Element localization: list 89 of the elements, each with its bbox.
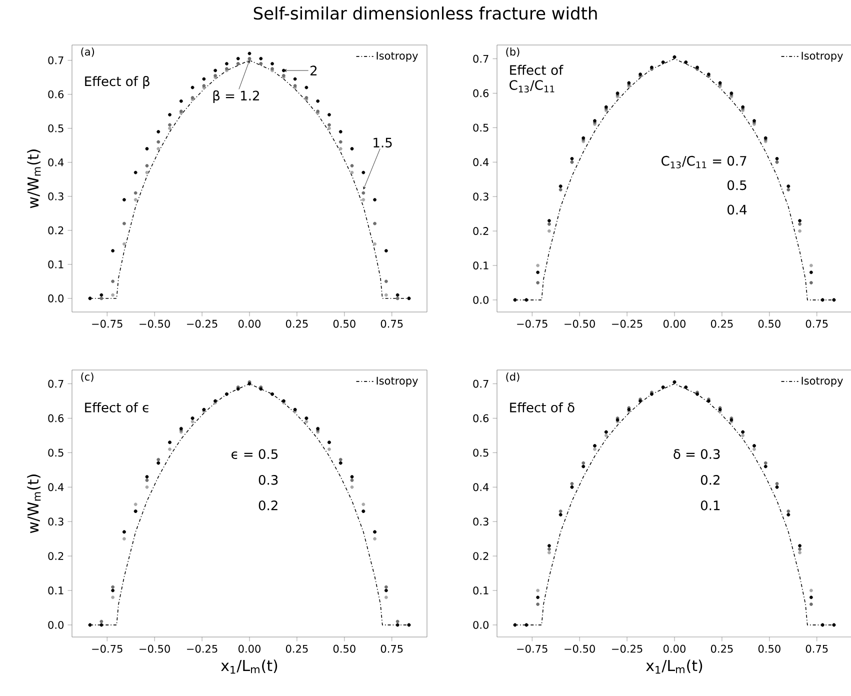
annotation: Effect of C$_{13}$/C$_{11}$ (510, 64, 564, 93)
x-tick-label: −0.75 (92, 644, 122, 653)
annotation: Effect of β (85, 76, 150, 89)
annotation: 0.4 (728, 204, 747, 215)
y-tick-label: 0.5 (473, 124, 488, 132)
x-tick-label: −0.25 (612, 320, 642, 328)
y-tick-label: 0.2 (473, 552, 488, 560)
y-tick-label: 0.7 (473, 380, 488, 388)
x-tick-label: 0.50 (758, 644, 780, 653)
y-tick-label: 0.0 (473, 296, 488, 304)
annotation: 0.5 (728, 180, 746, 190)
y-tick-label: 0.7 (48, 380, 64, 388)
annotation: Effect of ϵ (85, 402, 148, 412)
y-tick-label: 0.1 (48, 260, 64, 268)
x-tick-label: −0.50 (140, 320, 170, 328)
y-tick-label: 0.1 (48, 586, 64, 594)
x-tick-label: 0.00 (664, 320, 686, 328)
x-axis-title: x$_{1}$/L$_{m}$(t) (646, 660, 702, 674)
y-tick-label: 0.6 (48, 414, 64, 422)
y-tick-label: 0.1 (473, 262, 488, 270)
y-tick-label: 0.0 (48, 620, 64, 629)
x-tick-label: 0.00 (238, 320, 260, 328)
x-tick-label: 0.00 (238, 644, 260, 653)
y-axis-title: w/W$_{m}$(t) (27, 474, 41, 534)
annotation: (b) (506, 48, 520, 57)
y-tick-label: 0.4 (48, 158, 64, 166)
x-tick-label: 0.25 (286, 320, 308, 328)
x-tick-label: 0.25 (710, 320, 733, 328)
x-tick-label: 0.25 (710, 644, 733, 653)
y-tick-label: 0.0 (48, 294, 64, 302)
x-tick-label: 0.00 (664, 644, 686, 653)
y-tick-label: 0.3 (473, 192, 488, 201)
y-tick-label: 0.3 (48, 518, 64, 526)
annotation: 2 (310, 66, 317, 76)
y-tick-label: 0.3 (473, 518, 488, 526)
y-tick-label: 0.2 (48, 552, 64, 560)
annotation: 1.5 (374, 138, 392, 148)
x-tick-label: 0.75 (806, 320, 828, 328)
annotation: 0.3 (258, 474, 278, 485)
legend-label: Isotropy (376, 52, 418, 62)
y-tick-label: 0.6 (473, 89, 489, 98)
y-axis-title: w/W$_{m}$(t) (27, 150, 41, 208)
y-tick-label: 0.5 (48, 124, 64, 132)
annotation: 0.2 (258, 500, 278, 510)
annotation: ϵ = 0.5 (232, 449, 278, 459)
annotation: Effect of δ (510, 402, 574, 412)
x-tick-label: 0.75 (380, 644, 403, 653)
x-tick-label: −0.50 (564, 320, 595, 328)
annotation: β = 1.2 (213, 90, 259, 104)
y-tick-label: 0.2 (48, 226, 64, 234)
x-axis-title: x$_{1}$/L$_{m}$(t) (221, 660, 278, 674)
annotation: 0.2 (700, 474, 720, 485)
annotation: C$_{13}$/C$_{11}$ = 0.7 (662, 156, 746, 168)
x-tick-label: 0.50 (758, 320, 780, 328)
y-tick-label: 0.4 (48, 483, 64, 492)
x-tick-label: 0.25 (286, 644, 308, 653)
y-tick-label: 0.6 (48, 90, 64, 98)
legend-label: Isotropy (802, 376, 843, 387)
x-tick-label: 0.75 (380, 320, 403, 328)
x-tick-label: −0.25 (612, 644, 642, 653)
x-tick-label: 0.75 (806, 644, 828, 653)
x-tick-label: 0.50 (333, 644, 356, 653)
y-tick-label: 0.5 (473, 448, 488, 457)
y-tick-label: 0.6 (473, 414, 489, 422)
y-tick-label: 0.7 (48, 56, 64, 64)
y-tick-label: 0.2 (473, 227, 488, 235)
x-tick-label: −0.75 (517, 644, 548, 653)
annotation: δ = 0.3 (674, 449, 720, 459)
x-tick-label: −0.25 (187, 320, 218, 328)
x-tick-label: −0.75 (517, 320, 548, 328)
annotation: (a) (81, 48, 94, 57)
legend-label: Isotropy (376, 376, 418, 387)
annotation: 0.1 (700, 500, 720, 510)
x-tick-label: −0.75 (92, 320, 122, 328)
chart-title: Self-similar dimensionless fracture width (254, 6, 597, 20)
x-tick-label: −0.50 (564, 644, 595, 653)
y-tick-label: 0.3 (48, 192, 64, 200)
y-tick-label: 0.1 (473, 586, 488, 594)
annotation: (c) (81, 372, 94, 382)
x-tick-label: 0.50 (333, 320, 356, 328)
y-tick-label: 0.0 (473, 620, 488, 629)
y-tick-label: 0.4 (473, 483, 489, 492)
x-tick-label: −0.50 (140, 644, 170, 653)
x-tick-label: −0.25 (187, 644, 218, 653)
y-tick-label: 0.5 (48, 448, 64, 457)
legend-label: Isotropy (802, 52, 843, 62)
annotation: (d) (506, 372, 520, 382)
y-tick-label: 0.4 (473, 158, 489, 166)
y-tick-label: 0.7 (473, 54, 488, 63)
